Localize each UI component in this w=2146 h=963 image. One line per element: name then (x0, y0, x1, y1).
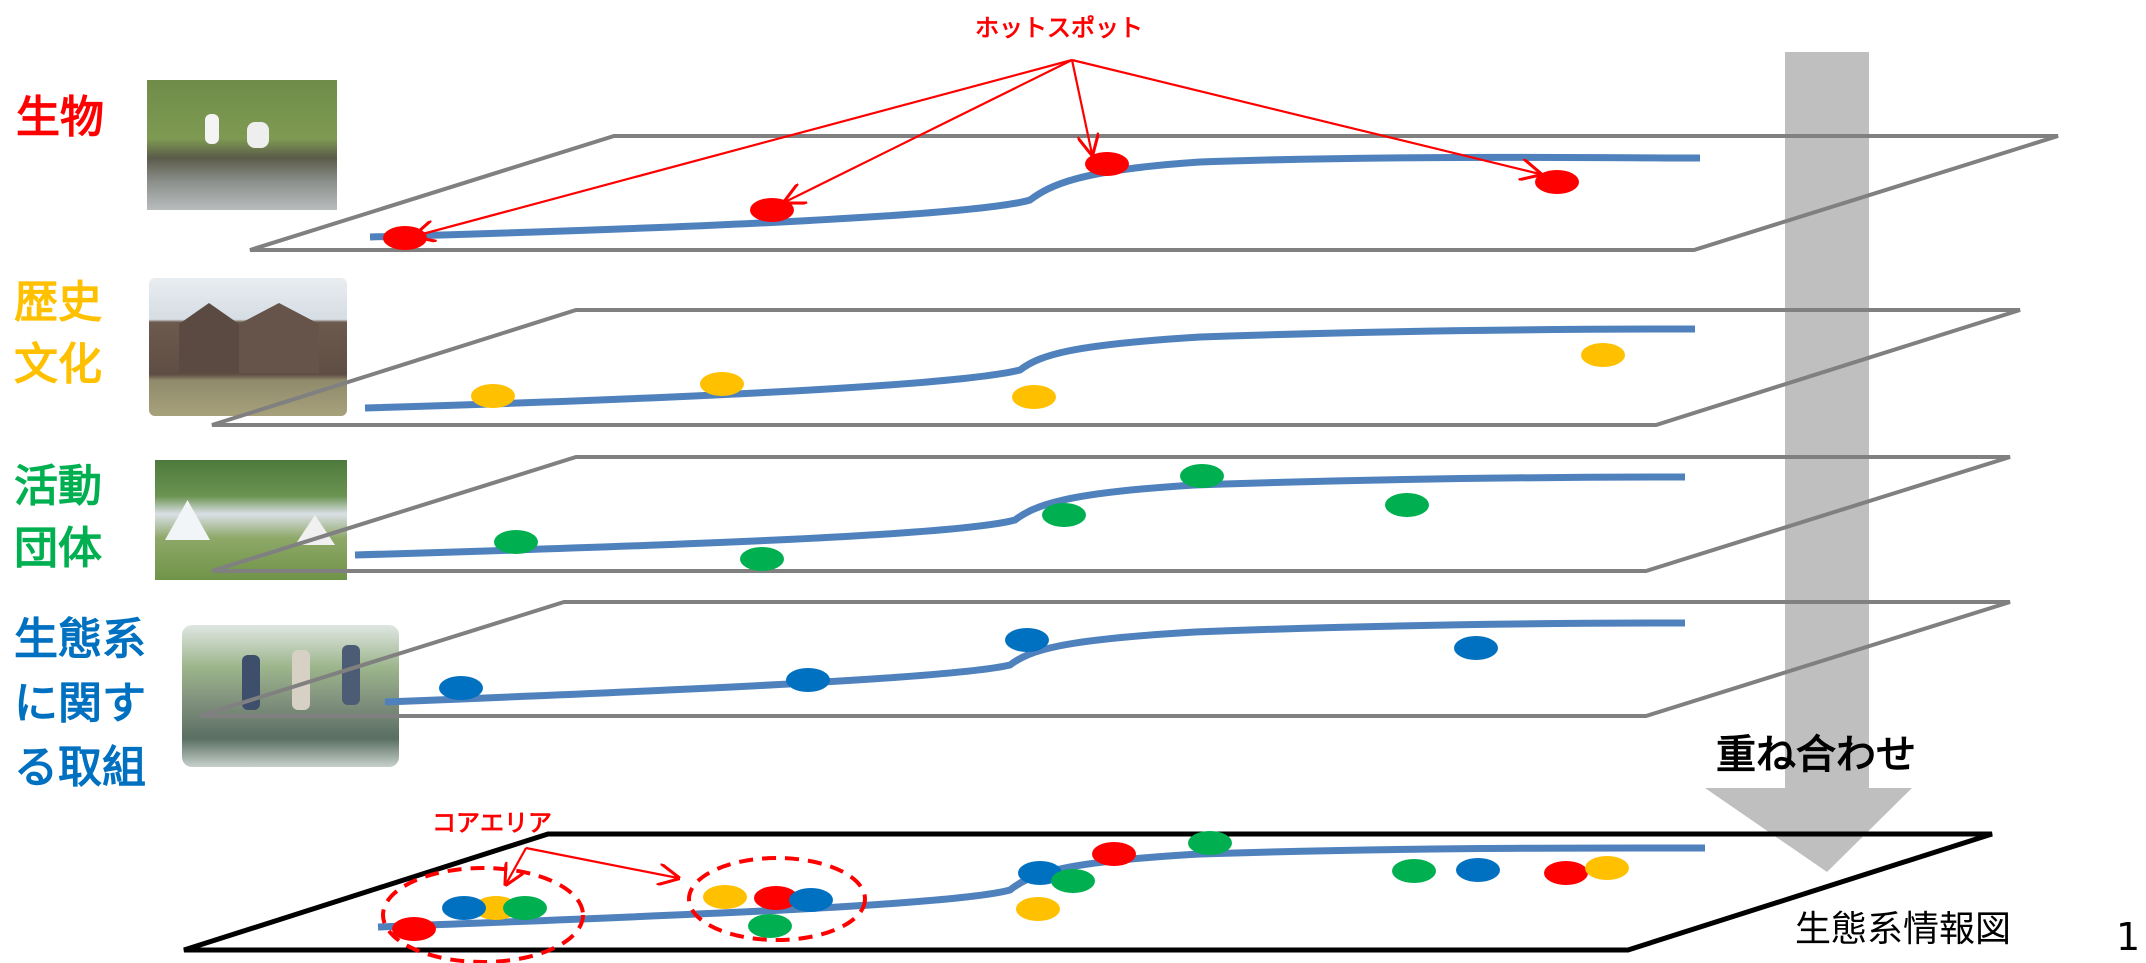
layer-label-organisms: 生物 (16, 92, 104, 143)
core-area-arrows (506, 846, 678, 884)
dot (1392, 859, 1436, 883)
plane-groups (211, 455, 2011, 573)
brick-building-photo (149, 278, 347, 416)
core-area-ellipse-left (381, 866, 585, 963)
plane-history (211, 308, 2021, 427)
dot (1188, 831, 1232, 855)
people-in-stream-photo (182, 625, 399, 767)
dots-organisms (383, 152, 1579, 250)
layer-label-ecosystem: 生態系 に関す る取組 (14, 614, 146, 793)
dots-groups (494, 464, 1429, 571)
dot (748, 914, 792, 938)
stork-photo (147, 80, 337, 210)
dot (383, 226, 427, 250)
dot (1585, 856, 1629, 880)
layer-label-groups: 活動 団体 (14, 461, 102, 574)
hotspot-arrows (415, 58, 1540, 236)
plane-ecosystem (199, 600, 2011, 718)
dot (1012, 385, 1056, 409)
dot (1454, 636, 1498, 660)
dot (1456, 858, 1500, 882)
dot (1016, 897, 1060, 921)
dot (1018, 861, 1062, 885)
dot (1085, 152, 1129, 176)
dot (439, 676, 483, 700)
overlay-arrow (1705, 52, 1912, 872)
overlay-label: 重ね合わせ (1716, 732, 1916, 778)
result-map-label: 生態系情報図 (1795, 909, 2012, 950)
core-area-ellipse-right (687, 856, 867, 942)
page-number: 1 (2116, 915, 2141, 959)
dot (754, 886, 798, 910)
dot (1092, 842, 1136, 866)
dot (1581, 343, 1625, 367)
river-ecosystem (384, 619, 1686, 706)
core-area-label: コアエリア (432, 809, 552, 837)
dot (750, 198, 794, 222)
dot (442, 896, 486, 920)
dot (392, 917, 436, 941)
layer-label-history: 歴史 文化 (14, 277, 102, 390)
plane-result (183, 831, 1993, 953)
plane-organisms (249, 134, 2059, 252)
event-tents-photo (155, 460, 347, 580)
dot (1005, 628, 1049, 652)
dot (1042, 503, 1086, 527)
dots-result (392, 831, 1629, 941)
dot (1385, 493, 1429, 517)
dot (789, 888, 833, 912)
dot (786, 668, 830, 692)
dots-ecosystem (439, 628, 1498, 700)
dot (503, 896, 547, 920)
river-groups (354, 473, 1686, 559)
dot (700, 372, 744, 396)
dot (740, 547, 784, 571)
dot (1180, 464, 1224, 488)
dot (1544, 861, 1588, 885)
dot (494, 530, 538, 554)
dots-history (471, 343, 1625, 409)
river-organisms (369, 153, 1701, 241)
dot (703, 885, 747, 909)
dot (471, 384, 515, 408)
dot (1051, 869, 1095, 893)
dot (1535, 170, 1579, 194)
hotspot-label: ホットスポット (975, 14, 1143, 42)
